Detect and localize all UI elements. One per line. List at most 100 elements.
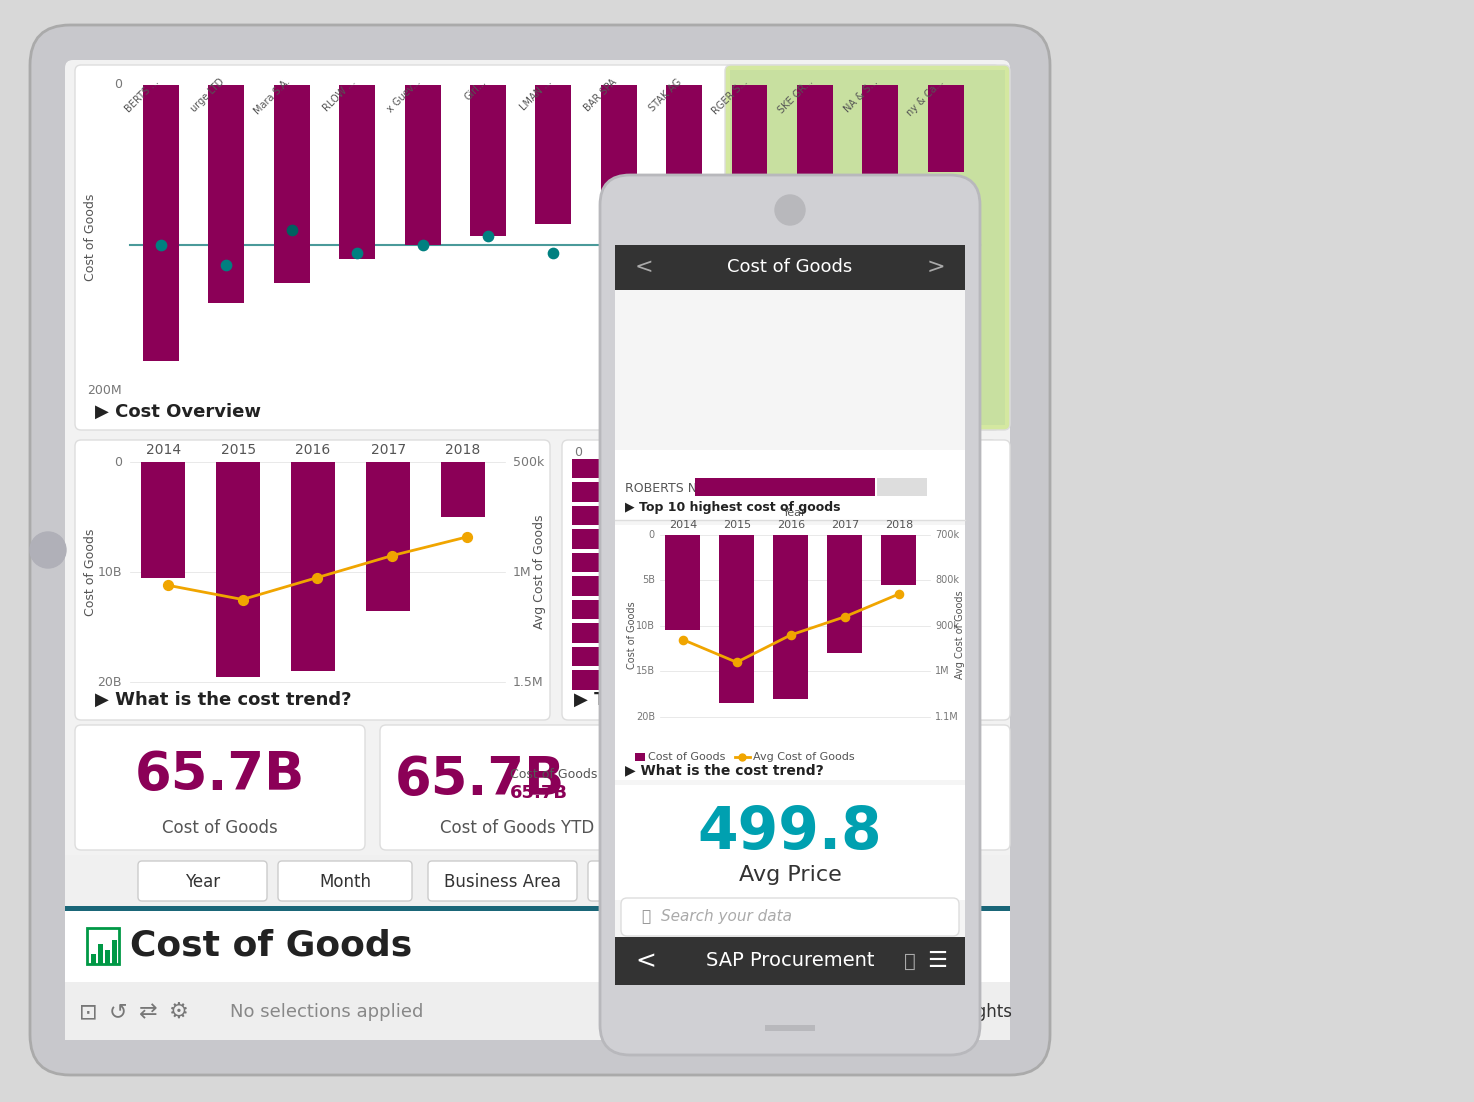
Text: Year: Year — [783, 508, 806, 518]
Bar — [753, 174, 811, 266]
Point — [803, 233, 827, 250]
Bar — [862, 85, 898, 177]
Bar — [601, 85, 637, 216]
Bar — [774, 534, 809, 699]
Bar — [877, 478, 927, 496]
Bar — [572, 529, 839, 549]
Text: Cost of Goods YTD PY: Cost of Goods YTD PY — [510, 768, 646, 781]
FancyBboxPatch shape — [725, 65, 1010, 430]
FancyBboxPatch shape — [139, 861, 267, 901]
Text: 2014: 2014 — [146, 443, 181, 457]
Bar — [208, 85, 245, 303]
Text: 700k: 700k — [935, 530, 960, 540]
Bar — [65, 910, 1010, 982]
Text: 200M: 200M — [87, 383, 122, 397]
Text: ↺: ↺ — [109, 1002, 128, 1022]
Point — [215, 257, 239, 274]
Bar — [572, 482, 803, 501]
Text: 0: 0 — [649, 530, 654, 540]
Bar — [366, 462, 410, 611]
Text: Cost of Goods YTD CY: Cost of Goods YTD CY — [439, 819, 621, 838]
Text: x Guev...: x Guev... — [385, 77, 423, 115]
Text: Cost of Goods: Cost of Goods — [84, 194, 96, 281]
Bar — [535, 85, 572, 225]
Text: ⊡: ⊡ — [901, 1002, 920, 1022]
Bar — [91, 954, 96, 964]
Bar — [572, 552, 849, 572]
Text: Qlik: Qlik — [880, 936, 948, 964]
Bar — [615, 245, 965, 290]
Text: BAR SPA: BAR SPA — [582, 77, 619, 114]
Text: Cost of Goods: Cost of Goods — [162, 819, 279, 838]
Bar — [112, 940, 116, 964]
Text: 2016: 2016 — [295, 443, 330, 457]
Text: ⇄: ⇄ — [139, 1002, 158, 1022]
Bar — [470, 85, 506, 236]
FancyBboxPatch shape — [918, 861, 963, 901]
Bar — [881, 534, 917, 585]
Point — [935, 239, 958, 257]
Text: 500k: 500k — [513, 455, 544, 468]
Circle shape — [775, 195, 805, 225]
Bar — [572, 506, 821, 525]
Text: 2016: 2016 — [777, 520, 805, 530]
Bar — [615, 525, 965, 780]
Bar — [615, 785, 965, 900]
Text: 65.7B: 65.7B — [510, 784, 567, 802]
Bar — [292, 462, 335, 671]
Text: SAP Procurement: SAP Procurement — [706, 951, 874, 971]
Text: NA & S...: NA & S... — [843, 77, 880, 115]
Text: 20B: 20B — [97, 676, 122, 689]
Text: 499.8: 499.8 — [697, 804, 883, 862]
Text: LEAD WITH DATA: LEAD WITH DATA — [780, 943, 898, 957]
Text: Avg Price CY: Avg Price CY — [814, 819, 917, 838]
Bar — [217, 462, 259, 677]
Text: 10B: 10B — [97, 565, 122, 579]
Text: RGER S...: RGER S... — [710, 77, 749, 117]
Bar — [65, 855, 1010, 907]
Circle shape — [775, 196, 803, 224]
Bar — [615, 937, 965, 985]
Text: Cost of Goods: Cost of Goods — [727, 258, 852, 276]
Point — [887, 585, 911, 603]
Text: 2015: 2015 — [722, 520, 752, 530]
Text: No selections applied: No selections applied — [230, 1003, 423, 1020]
FancyBboxPatch shape — [600, 175, 980, 1055]
Text: STAK AG: STAK AG — [647, 77, 684, 114]
Text: Q: Q — [937, 927, 973, 969]
FancyBboxPatch shape — [75, 65, 999, 430]
Point — [149, 236, 172, 253]
Point — [725, 653, 749, 671]
Text: 1.1M: 1.1M — [935, 712, 958, 722]
Bar — [572, 670, 892, 690]
Text: 65.7B: 65.7B — [134, 749, 305, 801]
Bar — [719, 534, 755, 703]
Point — [476, 227, 500, 245]
Text: Month: Month — [318, 873, 371, 892]
Text: Cost of Goods: Cost of Goods — [649, 752, 725, 761]
Bar — [696, 478, 876, 496]
Text: Avg Cost of Goods: Avg Cost of Goods — [955, 591, 965, 679]
Text: LMAN ...: LMAN ... — [517, 77, 553, 112]
Point — [778, 626, 802, 644]
FancyBboxPatch shape — [562, 440, 996, 720]
Bar — [797, 85, 833, 186]
Bar — [274, 85, 310, 282]
Bar — [143, 85, 178, 361]
Point — [541, 245, 565, 262]
Text: 2014: 2014 — [669, 520, 697, 530]
Text: 2015: 2015 — [221, 443, 255, 457]
Text: 2017: 2017 — [831, 520, 859, 530]
Text: 🔖: 🔖 — [904, 951, 915, 971]
Bar — [572, 599, 867, 619]
Text: 499.8: 499.8 — [775, 784, 831, 802]
Text: ⊡: ⊡ — [80, 1002, 97, 1022]
Bar — [572, 647, 884, 666]
Point — [607, 236, 631, 253]
Bar — [868, 302, 924, 376]
Text: ROBERTS NV: ROBERTS NV — [625, 482, 706, 495]
Text: Girl...: Girl... — [463, 77, 488, 102]
Bar — [827, 534, 862, 653]
Text: Avg Price: Avg Price — [738, 865, 842, 885]
Point — [671, 630, 694, 648]
